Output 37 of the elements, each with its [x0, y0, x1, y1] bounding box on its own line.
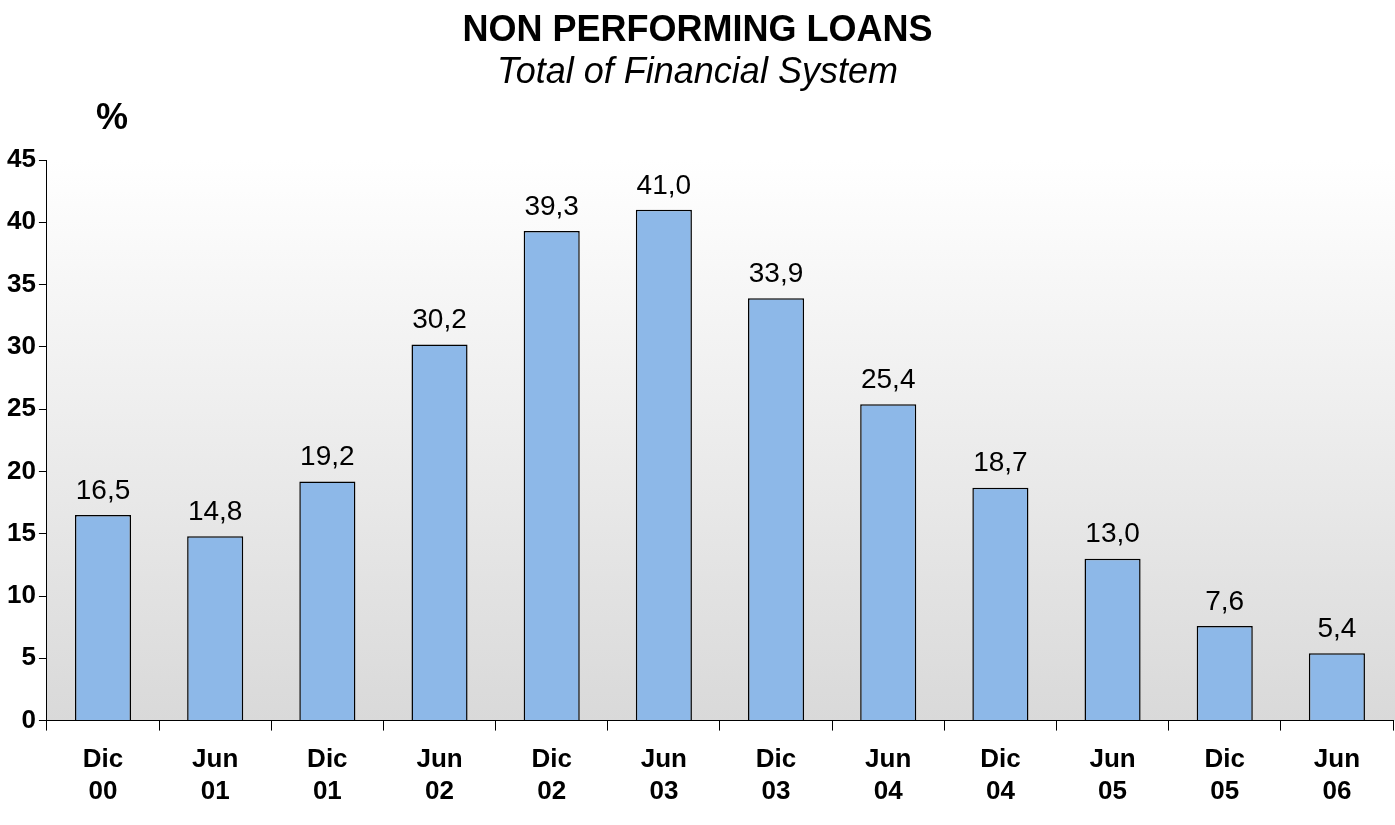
x-tick-label: Dic 01	[307, 743, 348, 805]
chart-subtitle: Total of Financial System	[496, 50, 899, 92]
y-tick-label: 15	[7, 516, 36, 547]
y-tick-label: 40	[7, 205, 36, 236]
data-label: 13,0	[1085, 517, 1140, 549]
data-label: 33,9	[748, 257, 804, 288]
y-tick-label: 25	[7, 392, 36, 423]
x-tick-label: Jun 06	[1313, 743, 1361, 805]
x-tick-label: Dic 05	[1204, 743, 1245, 805]
y-tick-label: 35	[7, 267, 36, 298]
data-label: 14,8	[187, 494, 243, 526]
y-tick-label: 0	[21, 703, 36, 734]
x-tick-label: Jun 05	[1089, 743, 1136, 805]
x-tick-label: Dic 04	[980, 743, 1021, 805]
y-axis-title: %	[96, 96, 129, 138]
data-label: 30,2	[412, 303, 467, 335]
x-tick-label: Dic 00	[82, 743, 124, 805]
y-tick-label: 30	[7, 330, 36, 361]
x-tick-label: Dic 03	[755, 743, 797, 805]
chart-title: NON PERFORMING LOANS	[461, 8, 934, 50]
data-label: 18,7	[973, 446, 1028, 478]
data-label: 16,5	[75, 473, 131, 505]
data-label: 7,6	[1205, 584, 1245, 616]
y-tick-label: 5	[21, 641, 36, 672]
data-label: 25,4	[860, 362, 916, 394]
x-tick-label: Jun 04	[865, 743, 912, 805]
data-label: 39,3	[524, 189, 579, 221]
y-tick-label: 45	[7, 143, 36, 174]
y-tick-label: 10	[7, 579, 36, 610]
data-label: 41,0	[636, 168, 692, 200]
y-tick-label: 20	[7, 454, 36, 485]
x-tick-label: Jun 02	[416, 743, 463, 805]
x-tick-label: Jun 03	[640, 743, 687, 805]
data-label: 5,4	[1317, 612, 1357, 644]
x-tick-label: Jun 01	[192, 743, 239, 805]
data-label: 19,2	[300, 440, 355, 472]
x-tick-label: Dic 02	[531, 743, 572, 805]
